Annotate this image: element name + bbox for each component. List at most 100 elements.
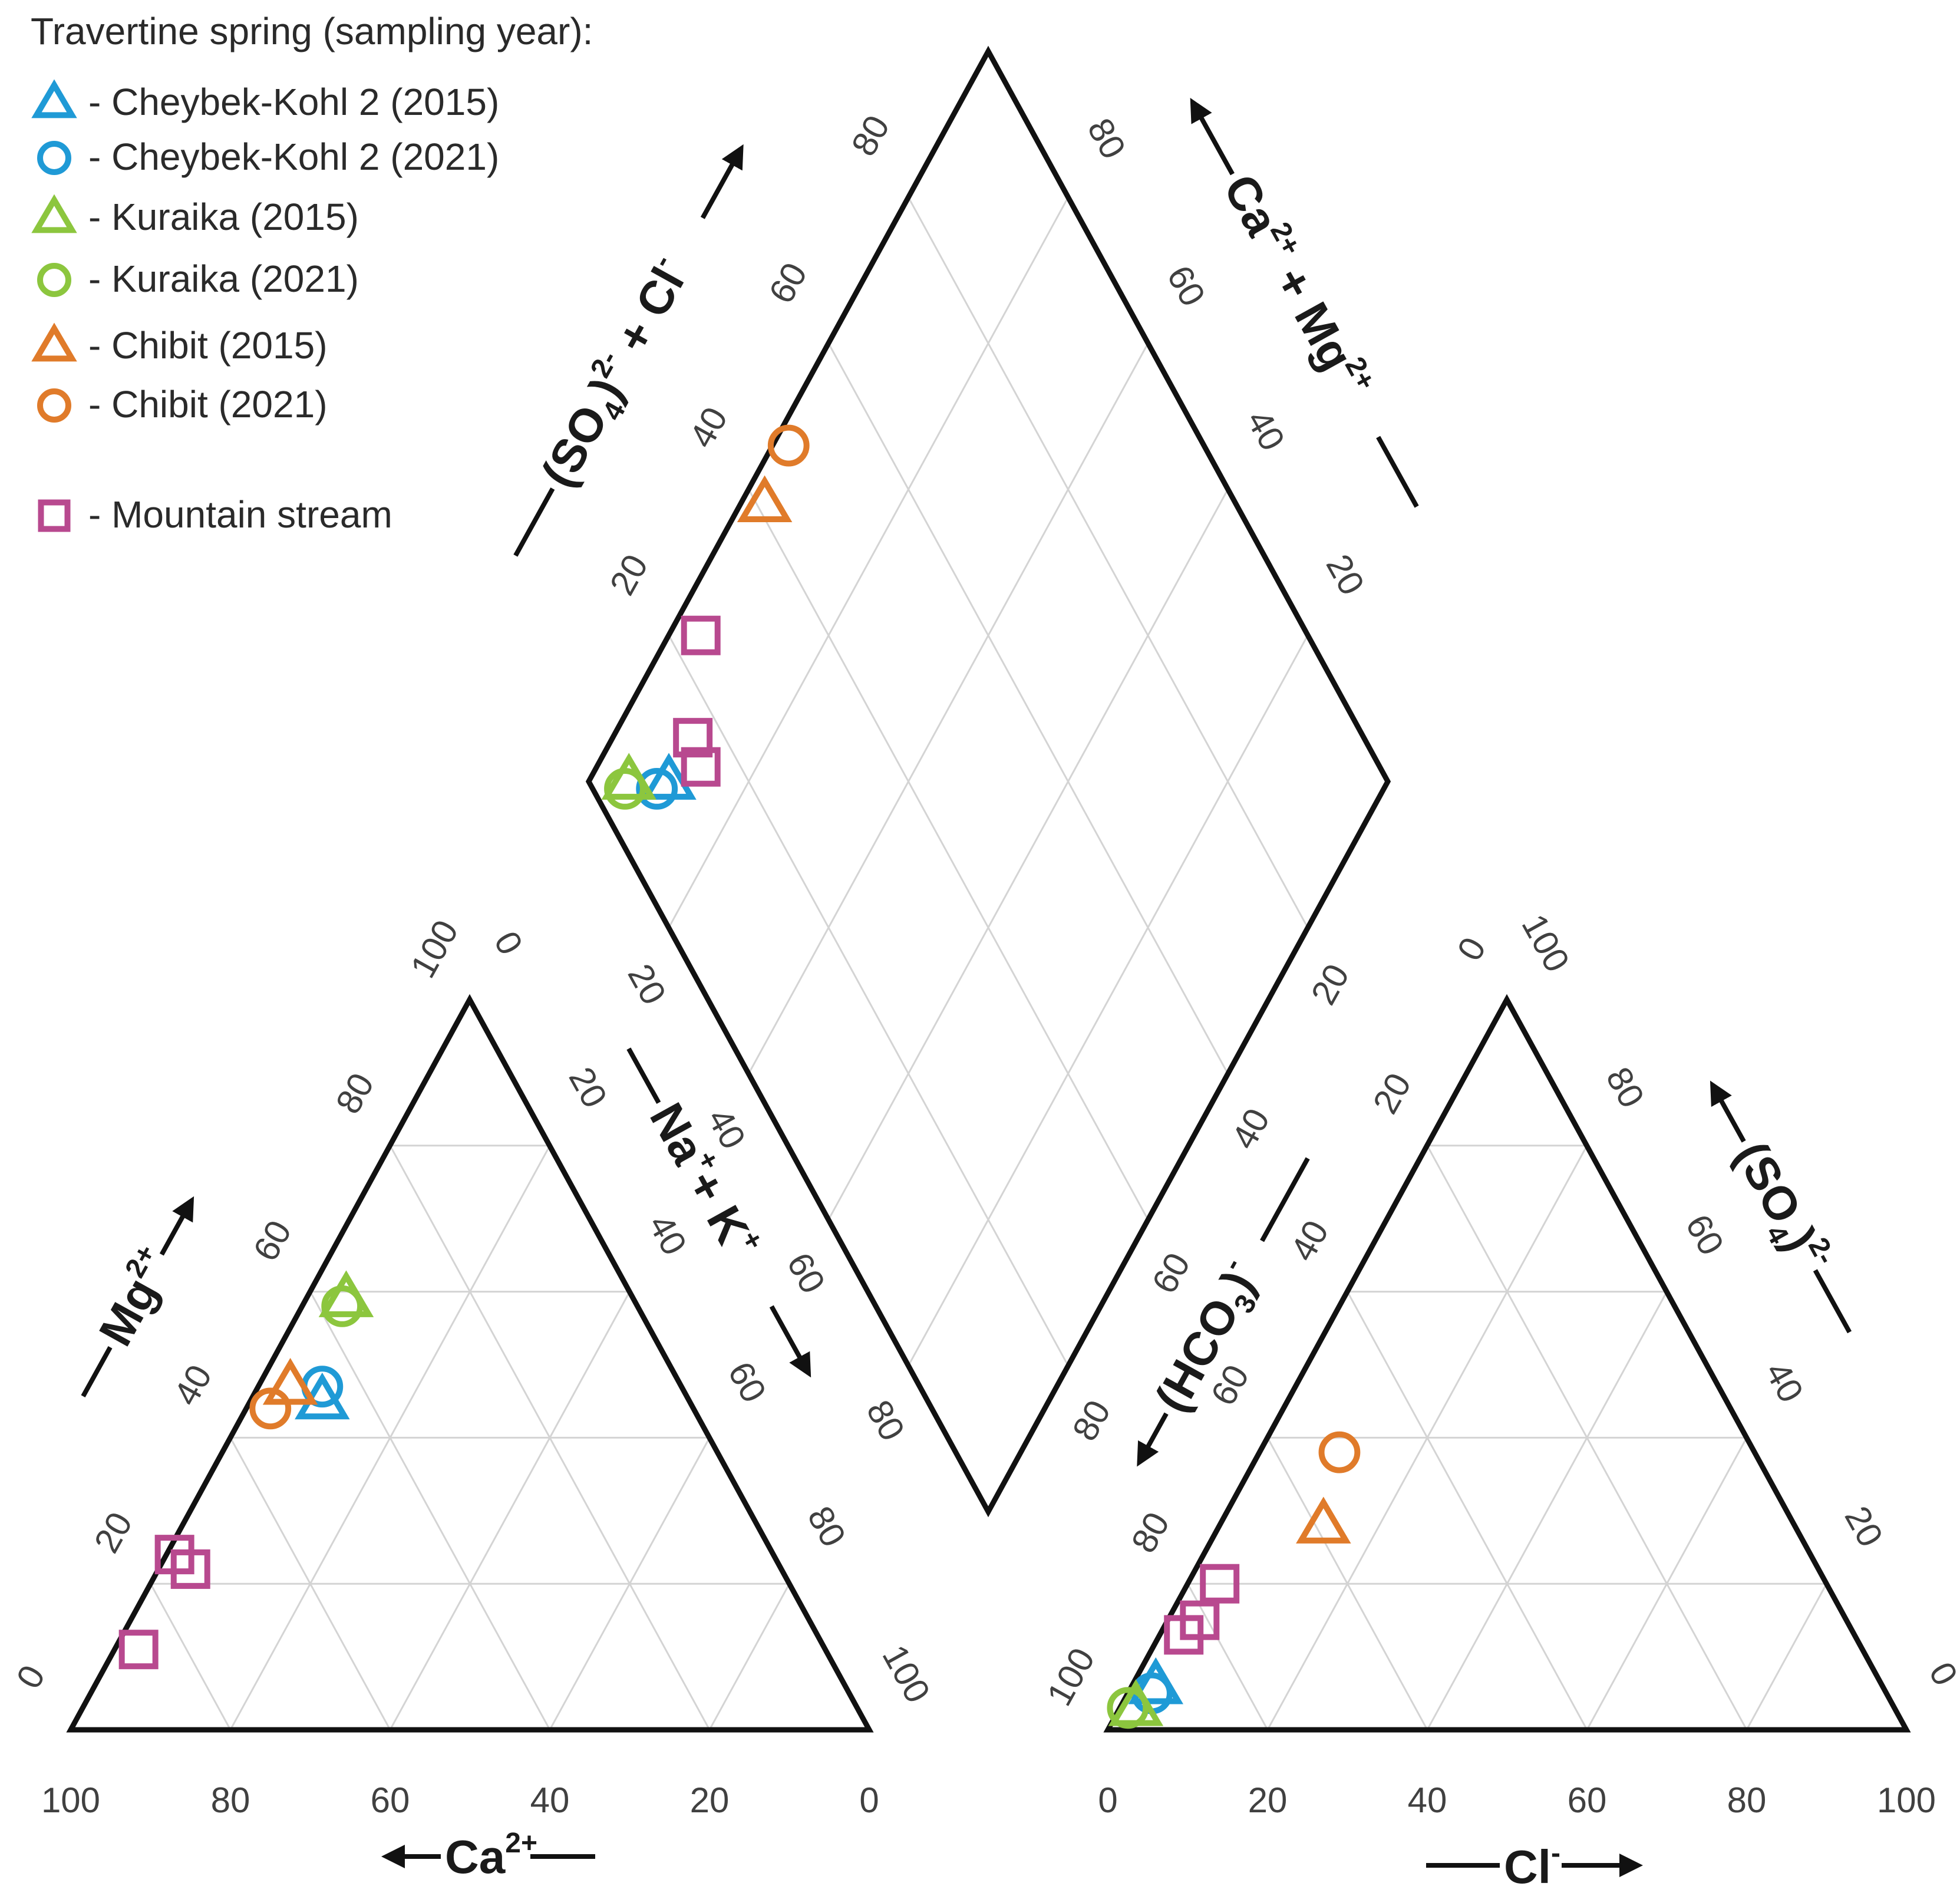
legend-label-ck2021: - Cheybek-Kohl 2 (2021) [88,136,499,178]
anion-grid-r-3 [1347,1291,1588,1730]
cation-grid-r-3 [309,1291,551,1730]
nak-arrow [769,1305,811,1378]
so4cl-cl: + Cl [599,259,694,372]
svg-text:(SO4)2-: (SO4)2- [1719,1132,1842,1285]
legend-entry-ck2021: - Cheybek-Kohl 2 (2021) [37,136,499,178]
diamond-tick-lr-20: 20 [1304,958,1357,1011]
cation-grid-l-2 [389,1291,631,1730]
anion-tick-bottom-80: 80 [1727,1780,1767,1820]
cation-point-ms-8 [118,1630,159,1670]
diamond-frame [585,45,1391,1518]
cl-charge: - [1551,1838,1560,1869]
diamond-grid-b-2 [748,489,1149,1221]
legend-marker-ms [38,499,71,532]
diamond-point-ck2021-1 [636,767,678,810]
cation-tick-right-100: 100 [875,1638,938,1709]
legend-entry-ch2015: - Chibit (2015) [31,322,328,367]
legend-marker-ku2015 [31,194,77,233]
diamond-tick-ur-40: 40 [1239,404,1292,457]
diamond-grid-b-3 [827,342,1229,1074]
anion-axis-label-left: (HCO3)- [1137,1157,1310,1467]
anion-grid-r-1 [1187,1583,1269,1730]
cation-point-ch2015-4 [262,1358,318,1405]
svg-text:Ca2+ + Mg2+: Ca2+ + Mg2+ [1214,164,1382,407]
data-markers [118,424,1361,1729]
anion-grid-r-2 [1266,1437,1428,1730]
diamond-point-ms-6 [681,615,721,655]
diamond-tick-ul-40: 40 [682,401,735,454]
anion-point-ku2021-3 [1107,1687,1149,1729]
cation-axis-label-right: Na++ K+ [626,1047,811,1378]
diamond-axis-label-upper-right: Ca2+ + Mg2+ [1190,98,1419,508]
diamond-grid-a-3 [827,489,1229,1221]
cation-grid-r-2 [229,1437,391,1730]
anion-tick-left-40: 40 [1283,1214,1337,1268]
cation-tick-right-80: 80 [800,1500,853,1554]
so4-tail [1813,1269,1852,1334]
anion-tick-bottom-60: 60 [1568,1780,1607,1820]
mg-tail [81,1346,113,1397]
legend-marker-ch2021 [37,388,71,423]
cation-point-ku2021-3 [321,1285,364,1327]
diamond-point-ch2015-4 [737,475,793,523]
anion-grid-r-4 [1426,1145,1748,1730]
cation-tick-bottom-0: 0 [859,1780,879,1820]
mg-label: Mg [89,1269,168,1354]
cation-tick-left-80: 80 [328,1067,382,1120]
cation-axis-label-bottom: Ca2+ [381,1828,595,1883]
diamond-grid-a-4 [908,635,1309,1366]
diamond-point-ms-8 [681,747,721,787]
cation-point-ch2021-5 [249,1387,292,1430]
anion-tick-right-0: 0 [1922,1656,1960,1692]
diamond-tick-ur-80: 80 [1080,112,1133,166]
so4cl-tail [513,487,555,557]
ca-label: Ca [445,1831,506,1883]
legend-marker-ch2015 [31,322,77,362]
anion-tick-bottom-0: 0 [1098,1780,1117,1820]
so4-arrow [1710,1080,1746,1143]
cation-tick-right-20: 20 [561,1061,615,1114]
cation-tick-left-40: 40 [166,1358,220,1412]
cation-tick-left-20: 20 [87,1506,140,1559]
diamond-grid-b-4 [908,197,1309,928]
diamond-point-ms-7 [673,718,713,758]
mg-arrow [159,1196,194,1256]
cation-tick-bottom-20: 20 [690,1780,730,1820]
legend-label-ch2015: - Chibit (2015) [88,324,328,367]
legend-label-ms: - Mountain stream [88,493,392,536]
diamond-point-ck2015-0 [641,753,697,800]
diamond-tick-lr-40: 40 [1224,1102,1278,1156]
so4-label: (SO [1725,1133,1811,1232]
cation-tick-left-100: 100 [403,914,466,984]
axis-labels: Ca2+ Cl- Mg 2+ Na++ K+ (HCO3)- [81,98,1852,1893]
legend-marker-ku2021 [37,263,71,297]
nak-tail [626,1047,661,1104]
legend-entry-ku2021: - Kuraika (2021) [37,258,359,300]
diamond-tick-ul-80: 80 [844,109,897,163]
diamond-grid-b-1 [668,635,1069,1366]
anion-tick-right-100: 100 [1514,908,1577,978]
legend-entry-ch2021: - Chibit (2021) [37,383,328,426]
svg-text:Ca2+: Ca2+ [445,1828,537,1883]
anion-tick-right-60: 60 [1678,1208,1731,1262]
ca-charge: 2+ [505,1828,537,1859]
cation-tick-right-0: 0 [487,925,531,961]
cation-tick-bottom-80: 80 [211,1780,250,1820]
cation-point-ms-7 [170,1549,210,1589]
anion-grid-l-2 [1426,1291,1668,1730]
anion-tick-bottom-100: 100 [1877,1780,1936,1820]
diamond-grid-a-2 [748,342,1149,1074]
cation-tick-left-60: 60 [246,1214,299,1268]
legend-entry-ku2015: - Kuraika (2015) [31,194,359,238]
diamond-tick-ll-20: 20 [620,958,674,1011]
camg-arrow [1190,98,1235,176]
diamond-tick-lr-60: 60 [1144,1247,1198,1300]
anion-point-ch2015-4 [1296,1496,1351,1544]
legend-label-ch2021: - Chibit (2021) [88,383,328,426]
cation-tick-bottom-40: 40 [530,1780,570,1820]
legend-label-ku2021: - Kuraika (2021) [88,258,359,300]
cl-label: Cl [1504,1841,1551,1893]
anion-tick-left-0: 0 [1450,931,1494,967]
legend-marker-ck2015 [31,79,77,118]
